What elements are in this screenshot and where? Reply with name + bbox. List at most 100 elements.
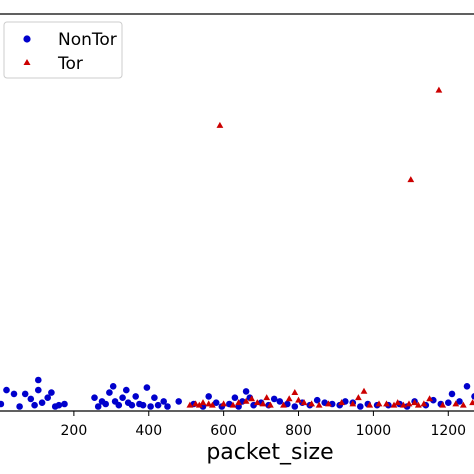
point-nontor bbox=[231, 394, 239, 402]
point-tor bbox=[420, 400, 428, 407]
point-nontor bbox=[430, 396, 437, 404]
point-nontor bbox=[128, 401, 136, 409]
point-tor bbox=[349, 400, 357, 407]
point-nontor bbox=[0, 400, 5, 408]
x-tick-label: 600 bbox=[210, 423, 237, 439]
point-nontor bbox=[132, 393, 139, 400]
point-tor bbox=[280, 401, 287, 408]
point-nontor bbox=[212, 399, 220, 407]
point-tor bbox=[315, 401, 323, 408]
point-nontor bbox=[471, 393, 474, 400]
point-tor bbox=[375, 400, 383, 407]
point-tor bbox=[235, 399, 242, 406]
x-tick-label: 400 bbox=[135, 423, 162, 439]
point-nontor bbox=[147, 403, 154, 410]
point-nontor bbox=[123, 386, 130, 394]
point-tor bbox=[435, 86, 443, 93]
point-tor bbox=[426, 395, 433, 402]
point-tor bbox=[400, 401, 407, 408]
point-nontor bbox=[445, 399, 452, 407]
x-tick-label: 200 bbox=[61, 423, 88, 439]
point-tor bbox=[308, 400, 315, 407]
point-tor bbox=[300, 399, 308, 406]
point-tor bbox=[338, 399, 345, 406]
x-axis-label: packet_size bbox=[206, 440, 333, 465]
point-nontor bbox=[55, 401, 63, 409]
point-nontor bbox=[35, 386, 42, 394]
point-tor bbox=[229, 401, 237, 408]
point-nontor bbox=[448, 390, 456, 398]
point-nontor bbox=[270, 395, 278, 403]
x-axis-ticks: 200 400 600 800 1000 1200 bbox=[61, 411, 466, 439]
point-tor bbox=[195, 401, 203, 408]
point-nontor bbox=[143, 384, 151, 391]
point-nontor bbox=[456, 398, 463, 405]
point-nontor bbox=[38, 399, 46, 407]
point-tor bbox=[383, 400, 390, 407]
point-tor bbox=[253, 399, 261, 406]
point-tor bbox=[366, 401, 374, 408]
points-layer bbox=[0, 86, 474, 410]
point-nontor bbox=[44, 394, 51, 402]
point-tor bbox=[186, 401, 194, 408]
point-nontor bbox=[160, 398, 167, 405]
point-nontor bbox=[291, 403, 299, 410]
point-nontor bbox=[102, 400, 109, 408]
point-tor bbox=[407, 176, 415, 183]
point-nontor bbox=[16, 403, 23, 410]
point-tor bbox=[263, 394, 271, 401]
legend-marker-nontor bbox=[23, 35, 31, 43]
point-nontor bbox=[35, 376, 42, 384]
point-nontor bbox=[276, 398, 284, 405]
point-tor bbox=[355, 394, 362, 401]
point-tor bbox=[325, 400, 332, 407]
point-nontor bbox=[151, 394, 158, 402]
point-nontor bbox=[357, 403, 364, 410]
point-nontor bbox=[205, 393, 212, 400]
point-nontor bbox=[94, 403, 102, 410]
point-tor bbox=[469, 399, 474, 406]
point-nontor bbox=[115, 401, 123, 409]
point-nontor bbox=[109, 383, 117, 390]
legend-marker-tor bbox=[23, 59, 31, 65]
legend-frame bbox=[3, 21, 123, 79]
point-nontor bbox=[139, 401, 147, 409]
point-tor bbox=[295, 396, 302, 403]
point-nontor bbox=[175, 398, 182, 405]
point-tor bbox=[209, 401, 216, 408]
legend-label-tor: Tor bbox=[57, 54, 83, 74]
point-tor bbox=[360, 387, 368, 394]
point-nontor bbox=[31, 401, 38, 409]
point-tor bbox=[259, 400, 267, 407]
point-tor bbox=[414, 401, 422, 408]
point-nontor bbox=[91, 394, 98, 402]
point-nontor bbox=[27, 395, 35, 403]
point-nontor bbox=[48, 389, 55, 396]
point-nontor bbox=[164, 403, 171, 410]
point-nontor bbox=[10, 390, 18, 398]
point-tor bbox=[248, 395, 256, 402]
point-tor bbox=[405, 400, 413, 407]
point-tor bbox=[452, 400, 460, 407]
point-tor bbox=[439, 401, 447, 408]
point-tor bbox=[242, 397, 250, 404]
point-tor bbox=[205, 400, 213, 407]
point-nontor bbox=[3, 386, 10, 394]
legend-label-nontor: NonTor bbox=[58, 30, 117, 50]
point-tor bbox=[390, 401, 398, 408]
point-nontor bbox=[463, 383, 471, 390]
point-nontor bbox=[154, 401, 162, 409]
point-nontor bbox=[106, 389, 113, 396]
point-tor bbox=[411, 399, 418, 406]
x-tick-label: 1000 bbox=[356, 423, 392, 439]
point-tor bbox=[459, 401, 467, 408]
x-tick-label: 1200 bbox=[430, 423, 466, 439]
point-nontor bbox=[313, 396, 321, 404]
x-tick-label: 800 bbox=[285, 423, 312, 439]
point-tor bbox=[267, 401, 274, 408]
point-nontor bbox=[21, 390, 29, 398]
point-nontor bbox=[61, 400, 68, 408]
point-nontor bbox=[242, 388, 250, 395]
point-tor bbox=[216, 121, 224, 128]
